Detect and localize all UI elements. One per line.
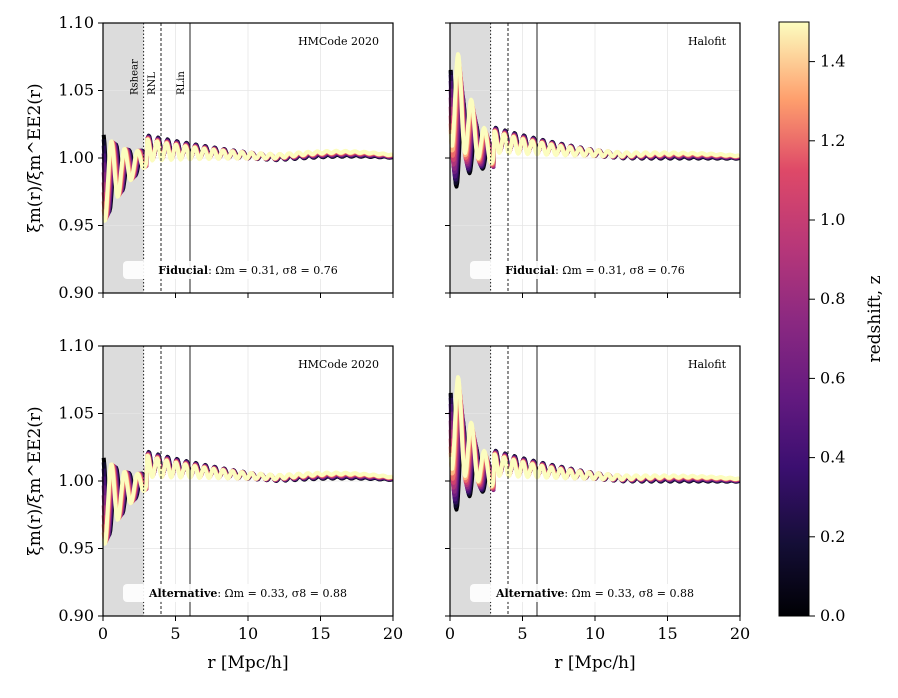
cosmology-label: Fiducial: Ωm = 0.31, σ8 = 0.76 (505, 264, 685, 277)
colorbar-tick-label: 0.8 (820, 289, 845, 308)
cosmology-box (470, 261, 720, 279)
colorbar-tick-label: 0.6 (820, 368, 845, 387)
y-tick-label: 1.10 (58, 336, 94, 355)
x-axis-label: r [Mpc/h] (207, 653, 288, 673)
cosmology-box (123, 584, 373, 602)
cosmology-label: Fiducial: Ωm = 0.31, σ8 = 0.76 (158, 264, 338, 277)
y-axis-label: ξm(r)/ξm^EE2(r) (25, 83, 45, 232)
y-tick-label: 0.95 (58, 216, 94, 235)
y-tick-label: 1.00 (58, 471, 94, 490)
x-tick-label: 0 (98, 624, 108, 643)
method-label: HMCode 2020 (298, 358, 379, 371)
colorbar-tick-label: 1.4 (820, 52, 845, 71)
x-tick-label: 10 (238, 624, 258, 643)
y-tick-label: 0.95 (58, 539, 94, 558)
cosmology-label: Alternative: Ωm = 0.33, σ8 = 0.88 (148, 587, 347, 600)
cosmology-box (470, 584, 720, 602)
y-tick-label: 0.90 (58, 606, 94, 625)
x-tick-label: 15 (310, 624, 330, 643)
scale-label-r-lin: RLin (176, 71, 187, 95)
colorbar-tick-label: 0.0 (820, 606, 845, 625)
colorbar: 0.0 0.2 0.4 0.6 0.8 1.0 1.2 1.4 redshift, z (778, 21, 885, 625)
x-tick-label: 5 (517, 624, 527, 643)
method-label: HMCode 2020 (298, 35, 379, 48)
scale-label-r-shear: Rshear (130, 59, 141, 95)
panel-top-left: Rshear RNL RLin HMCode 2020 Fiducial: Ωm = 0… (25, 13, 394, 302)
colorbar-tick-label: 0.2 (820, 527, 845, 546)
y-tick-label: 1.10 (58, 13, 94, 32)
series-line-z-10 (101, 137, 394, 223)
x-tick-label: 10 (585, 624, 605, 643)
scale-label-r-nl: RNL (147, 72, 158, 95)
cosmology-box (123, 261, 373, 279)
x-tick-label: 5 (170, 624, 180, 643)
method-label: Halofit (688, 35, 727, 48)
colorbar-tick-label: 0.4 (820, 448, 845, 467)
y-tick-label: 1.05 (58, 404, 94, 423)
panel-top-right: Halofit Fiducial: Ωm = 0.31, σ8 = 0.76 (445, 22, 741, 298)
panel-bottom-right: Halofit Alternative: Ωm = 0.33, σ8 = 0.88… (445, 345, 750, 673)
y-axis-label: ξm(r)/ξm^EE2(r) (25, 406, 45, 555)
y-tick-label: 1.00 (58, 148, 94, 167)
colorbar-tick-label: 1.2 (820, 131, 845, 150)
series-line-z-10 (448, 375, 741, 489)
cosmology-label: Alternative: Ωm = 0.33, σ8 = 0.88 (495, 587, 694, 600)
colorbar-tick-label: 1.0 (820, 210, 845, 229)
x-tick-label: 0 (445, 624, 455, 643)
series-line-z-10 (101, 454, 394, 546)
x-tick-label: 15 (657, 624, 677, 643)
y-tick-label: 0.90 (58, 283, 94, 302)
x-tick-label: 20 (730, 624, 750, 643)
colorbar-gradient (778, 21, 810, 617)
x-axis-label: r [Mpc/h] (554, 653, 635, 673)
colorbar-label: redshift, z (865, 275, 885, 362)
method-label: Halofit (688, 358, 727, 371)
x-tick-label: 20 (383, 624, 403, 643)
series-line-z-10 (448, 52, 741, 166)
panel-bottom-left: HMCode 2020 Alternative: Ωm = 0.33, σ8 = … (25, 336, 403, 673)
y-tick-label: 1.05 (58, 81, 94, 100)
